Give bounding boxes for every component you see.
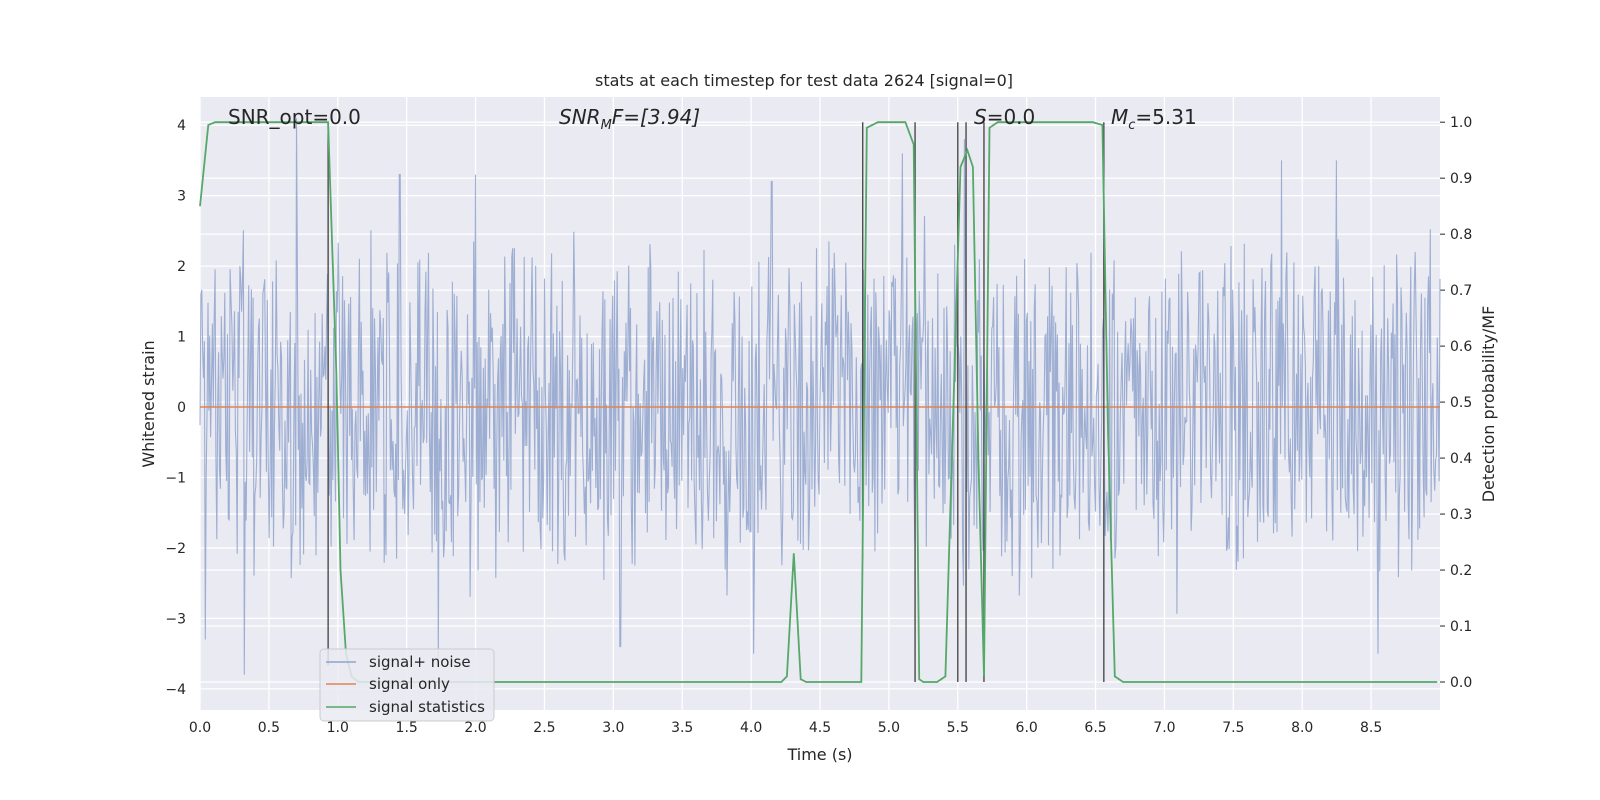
y-right-tick-label: 0.6 <box>1450 339 1472 355</box>
legend-label-signal-statistics: signal statistics <box>369 698 485 716</box>
annotation-mc-rest: =5.31 <box>1135 105 1196 129</box>
annotation-snr-mf-sub: M <box>601 118 612 133</box>
x-tick-label: 5.0 <box>878 720 900 736</box>
x-tick-label: 2.5 <box>533 720 555 736</box>
x-tick-label: 8.5 <box>1360 720 1382 736</box>
x-tick-label: 1.0 <box>327 720 349 736</box>
y-tick-label: 0 <box>177 400 186 416</box>
y-right-tick-label: 0.7 <box>1450 283 1472 299</box>
x-tick-label: 3.0 <box>602 720 624 736</box>
annotation-mc-sub: c <box>1128 118 1135 133</box>
x-tick-label: 2.0 <box>464 720 486 736</box>
annotation-snr-mf-rest: F=[3.94] <box>612 105 700 129</box>
y-right-tick-label: 0.2 <box>1450 563 1472 579</box>
y-tick-label: −2 <box>165 541 186 557</box>
y-right-tick-label: 0.4 <box>1450 451 1472 467</box>
y-tick-label: −1 <box>165 470 186 486</box>
x-tick-label: 0.5 <box>258 720 280 736</box>
y-right-tick-label: 0.1 <box>1450 619 1472 635</box>
y-right-axis-label: Detection probability/MF <box>1479 306 1498 503</box>
x-tick-label: 6.0 <box>1016 720 1038 736</box>
annotation-snr-mf-main: SNR <box>559 105 601 129</box>
x-tick-label: 0.0 <box>189 720 211 736</box>
annotation-mc-main: M <box>1111 105 1128 129</box>
chart-title: stats at each timestep for test data 262… <box>595 71 1013 90</box>
x-tick-label: 4.0 <box>740 720 762 736</box>
x-tick-label: 4.5 <box>809 720 831 736</box>
x-tick-label: 7.5 <box>1222 720 1244 736</box>
annotation-s-rest: =0.0 <box>987 105 1036 129</box>
y-tick-label: −3 <box>165 611 186 627</box>
annotation-s-main: S <box>974 105 987 129</box>
y-tick-label: 1 <box>177 330 186 346</box>
y-right-tick-label: 0.0 <box>1450 675 1472 691</box>
y-tick-label: 3 <box>177 189 186 205</box>
x-tick-label: 6.5 <box>1084 720 1106 736</box>
annotation-snr-mf: SNRMF=[3.94] <box>559 105 700 133</box>
y-right-tick-label: 0.9 <box>1450 171 1472 187</box>
signal-noise-series <box>199 118 1441 675</box>
y-tick-label: 2 <box>177 259 186 275</box>
x-tick-label: 7.0 <box>1153 720 1175 736</box>
y-right-tick-label: 0.3 <box>1450 507 1472 523</box>
signal-noise-line <box>199 118 1441 675</box>
x-tick-label: 3.5 <box>671 720 693 736</box>
annotation-snr-opt: SNR_opt=0.0 <box>228 105 361 129</box>
y-right-tick-label: 0.8 <box>1450 227 1472 243</box>
x-tick-labels: 0.0 0.5 1.0 1.5 2.0 2.5 3.0 3.5 4.0 4.5 5.0 5.5 6.0 6… <box>189 720 1382 736</box>
x-tick-label: 5.5 <box>947 720 969 736</box>
legend: signal+ noise signal only signal statist… <box>319 648 495 722</box>
y-tick-labels: 4 3 2 1 0 −1 −2 −3 −4 <box>165 118 186 698</box>
y-right-tick-labels: 1.0 0.9 0.8 0.7 0.6 0.5 0.4 0.3 0.2 0.1 0.0 <box>1450 115 1472 691</box>
x-tick-label: 8.0 <box>1291 720 1313 736</box>
annotation-mc: Mc=5.31 <box>1111 105 1197 133</box>
y-tick-label: 4 <box>177 118 186 134</box>
legend-label-signal-only: signal only <box>369 675 450 693</box>
annotation-s: S=0.0 <box>974 105 1035 129</box>
y-right-tick-label: 1.0 <box>1450 115 1472 131</box>
y-right-tick-label: 0.5 <box>1450 395 1472 411</box>
legend-box <box>319 648 495 722</box>
x-axis-label: Time (s) <box>786 745 852 764</box>
y-tick-label: −4 <box>165 682 186 698</box>
legend-label-signal-noise: signal+ noise <box>369 653 471 671</box>
y-axis-label: Whitened strain <box>139 340 158 467</box>
x-tick-label: 1.5 <box>396 720 418 736</box>
